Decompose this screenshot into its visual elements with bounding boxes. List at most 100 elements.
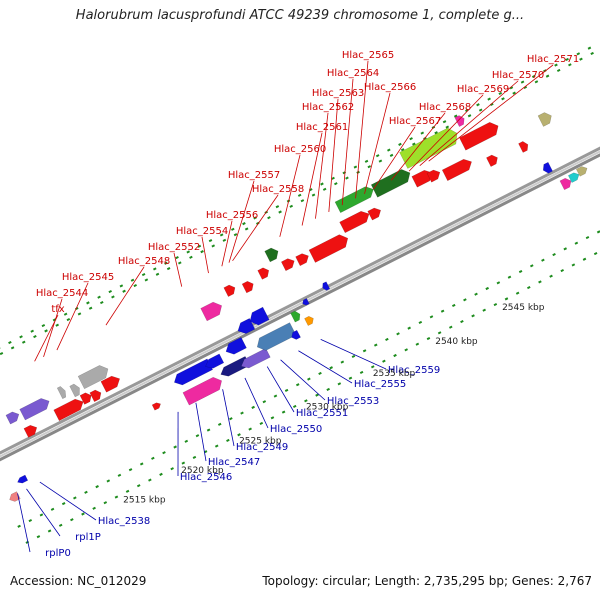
gene-arrow [151,402,161,411]
tick-mark [63,312,68,316]
tick-mark [385,337,389,342]
tick-mark [451,303,456,308]
tick-mark [229,417,233,421]
gene-label-forward[interactable]: Hlac_2561 [296,122,348,133]
gene-label-forward[interactable]: Hlac_2552 [148,242,200,253]
leader-line [39,481,97,521]
tick-mark [545,74,550,78]
gene-label-reverse[interactable]: Hlac_2551 [296,408,348,419]
scale-label: 2530 kbp [306,403,349,413]
tick-mark [73,496,77,500]
leader-line [328,98,339,212]
gene-label-forward[interactable]: Hlac_2568 [419,102,471,113]
gene-label-reverse[interactable]: Hlac_2538 [98,516,150,527]
tick-mark [565,57,569,62]
gene-arrow [200,301,222,322]
gene-label-reverse[interactable]: Hlac_2559 [388,365,440,376]
gene-label-forward[interactable]: Hlac_2554 [176,226,228,237]
tick-mark [214,444,219,448]
map-title: Halorubrum lacusprofundi ATCC 49239 chro… [75,8,525,23]
tick-mark [270,416,275,420]
tick-mark [460,319,464,324]
tick-mark [19,335,23,339]
gene-arrow [537,112,552,127]
gene-label-forward[interactable]: Hlac_2544 [36,288,88,299]
gene-label-forward[interactable]: Hlac_2557 [228,170,280,181]
tick-mark [554,63,558,67]
tick-mark [144,278,149,282]
tick-mark [318,371,322,375]
tick-mark [364,159,369,163]
tick-mark [233,233,238,237]
tick-mark [28,519,33,523]
gene-arrow [295,253,309,267]
tick-mark [574,241,579,245]
scale-label: 2515 kbp [123,496,166,506]
gene-label-forward[interactable]: Hlac_2570 [492,70,544,81]
tick-mark [563,247,567,251]
tick-mark [248,427,252,431]
leader-line [222,389,235,447]
tick-mark [504,297,509,301]
gene-label-forward[interactable]: Hlac_2565 [342,50,394,61]
gene-label-reverse[interactable]: Hlac_2553 [327,396,379,407]
leader-line [195,402,207,462]
tick-mark [387,148,391,152]
gene-label-forward[interactable]: Hlac_2562 [302,102,354,113]
gene-label-reverse[interactable]: Hlac_2555 [354,379,406,390]
gene-label-forward[interactable]: Hlac_2548 [118,256,170,267]
tick-mark [590,51,594,56]
tick-mark [593,252,598,256]
tick-mark [164,261,168,265]
gene-label-reverse[interactable]: rpl1P [75,532,101,543]
tick-mark [289,204,294,208]
gene-label-forward[interactable]: Hlac_2560 [274,144,326,155]
gene-label-forward[interactable]: Hlac_2567 [389,116,441,127]
tick-mark [429,315,434,319]
gene-label-forward[interactable]: Hlac_2563 [312,88,364,99]
tick-mark [217,422,222,426]
tick-mark [275,205,280,209]
gene-label-forward[interactable]: Hlac_2566 [364,82,416,93]
tick-mark [242,222,246,226]
scale-label: 2545 kbp [502,303,545,313]
tick-mark [108,289,112,294]
gene-label-reverse[interactable]: rplP0 [45,548,71,559]
leader-line [26,488,61,537]
gene-arrow [53,398,84,422]
gene-label-forward[interactable]: Hlac_2556 [206,210,258,221]
gene-arrow [225,336,247,355]
gene-label-reverse[interactable]: Hlac_2547 [208,457,260,468]
tick-mark [244,227,249,231]
tick-mark [523,85,528,90]
gene-label-forward[interactable]: Hlac_2571 [527,54,579,65]
tick-mark [200,250,204,254]
gene-arrow [486,154,498,167]
tick-mark [152,267,157,271]
gene-label-reverse[interactable]: Hlac_2550 [270,424,322,435]
tick-mark [192,455,197,459]
tick-mark [337,382,342,386]
tick-mark [99,300,104,305]
tick-mark [295,383,300,387]
gene-label-forward[interactable]: Hlac_2569 [457,84,509,95]
gene-arrow [69,383,80,398]
tick-mark [151,456,155,460]
tick-mark [445,125,450,129]
leader-line [298,350,353,384]
tick-mark [273,394,278,398]
gene-label-reverse[interactable]: Hlac_2549 [236,442,288,453]
tick-mark [281,410,286,414]
gene-label-forward[interactable]: Hlac_2545 [62,272,114,283]
gene-label-forward[interactable]: tfx [51,304,64,315]
gene-label-forward[interactable]: Hlac_2558 [252,184,304,195]
gene-arrow [19,398,50,421]
tick-mark [378,159,383,163]
leader-line [315,112,329,219]
scale-label: 2540 kbp [435,337,478,347]
gene-label-forward[interactable]: Hlac_2564 [327,68,379,79]
gene-label-reverse[interactable]: Hlac_2546 [180,472,232,483]
tick-mark [549,274,553,278]
gene-arrow [241,281,254,294]
gene-arrow [5,411,20,425]
